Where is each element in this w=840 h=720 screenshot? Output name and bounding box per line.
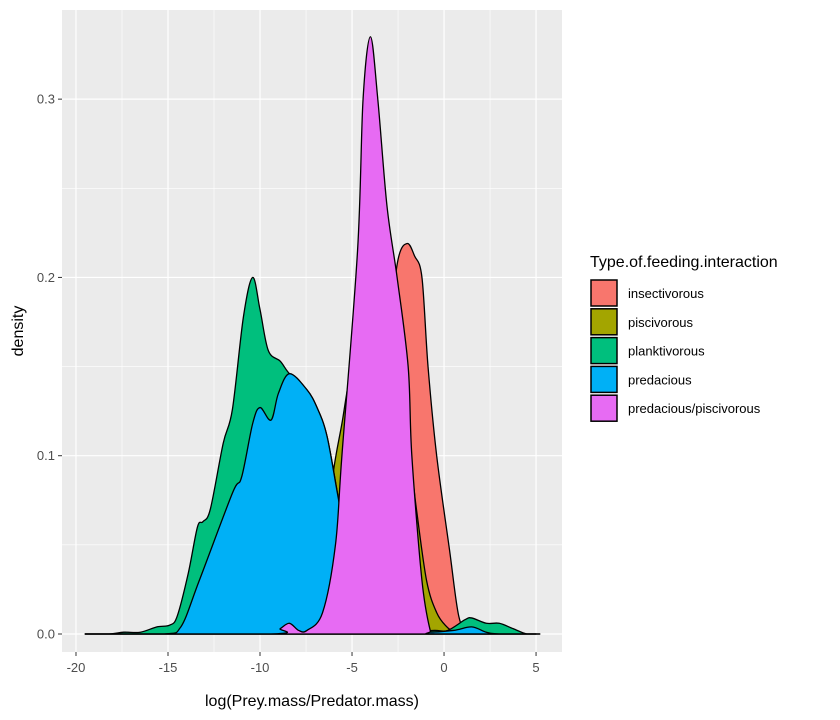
density-area-predacious: [84, 373, 541, 635]
density-area-predacious-piscivorous: [84, 36, 541, 635]
axes: -20 -15 -10 -5 0 5 0.0 0.1 0.2 0.3: [37, 92, 540, 675]
density-curves: [84, 36, 541, 635]
legend-label: piscivorous: [628, 315, 694, 330]
x-tick-label: -10: [251, 660, 270, 675]
y-tick-label: 0.2: [37, 270, 55, 285]
x-tick-label: -15: [159, 660, 178, 675]
legend: Type.of.feeding.interaction insectivorou…: [590, 254, 778, 422]
x-tick-label: 5: [532, 660, 539, 675]
legend-key-insectivorous: [590, 279, 618, 307]
y-axis-title: density: [10, 306, 27, 357]
x-tick-label: 0: [440, 660, 447, 675]
x-tick-label: -20: [67, 660, 86, 675]
y-tick-label: 0.0: [37, 626, 55, 641]
x-tick-label: -5: [346, 660, 358, 675]
legend-key-predacious: [590, 365, 618, 394]
legend-label: predacious/piscivorous: [628, 401, 761, 416]
y-tick-label: 0.1: [37, 448, 55, 463]
legend-label: planktivorous: [628, 344, 705, 359]
legend-title: Type.of.feeding.interaction: [590, 254, 778, 271]
legend-key-predacious-piscivorous: [590, 394, 618, 422]
legend-key-planktivorous: [590, 336, 618, 365]
x-axis-title: log(Prey.mass/Predator.mass): [205, 693, 419, 710]
legend-label: insectivorous: [628, 286, 704, 301]
legend-key-piscivorous: [590, 308, 618, 336]
legend-label: predacious: [628, 372, 692, 387]
y-tick-label: 0.3: [37, 92, 55, 107]
